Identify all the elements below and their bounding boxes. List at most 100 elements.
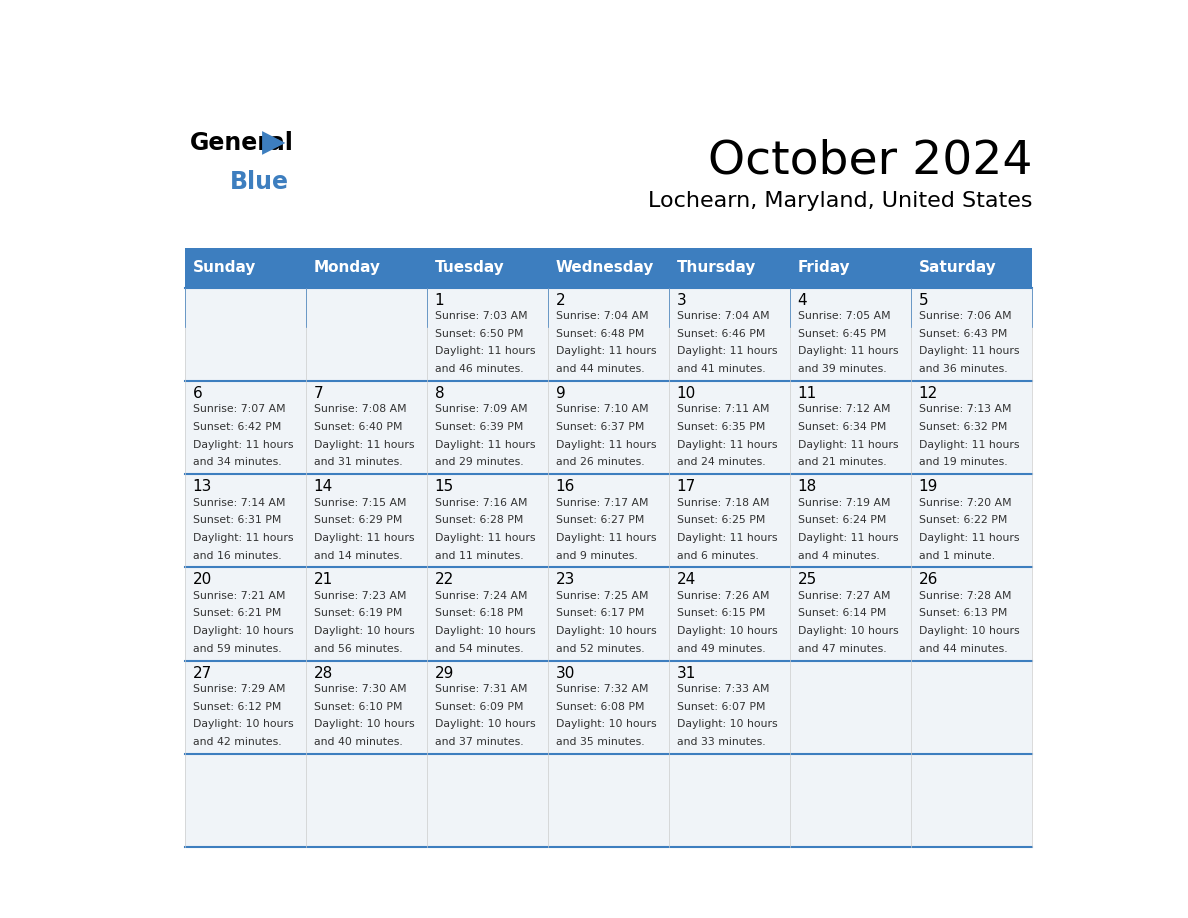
Text: Daylight: 10 hours: Daylight: 10 hours bbox=[556, 720, 656, 730]
Text: Sunrise: 7:11 AM: Sunrise: 7:11 AM bbox=[677, 404, 769, 414]
Text: 17: 17 bbox=[677, 479, 696, 494]
Text: and 29 minutes.: and 29 minutes. bbox=[435, 457, 524, 467]
Text: and 54 minutes.: and 54 minutes. bbox=[435, 644, 524, 654]
Text: Sunrise: 7:16 AM: Sunrise: 7:16 AM bbox=[435, 498, 527, 508]
Text: ▶: ▶ bbox=[261, 128, 285, 157]
Text: Sunrise: 7:06 AM: Sunrise: 7:06 AM bbox=[918, 311, 1011, 321]
Text: Sunrise: 7:21 AM: Sunrise: 7:21 AM bbox=[192, 591, 285, 600]
Text: Sunrise: 7:07 AM: Sunrise: 7:07 AM bbox=[192, 404, 285, 414]
Bar bbox=[428, 754, 549, 847]
Text: Sunrise: 7:04 AM: Sunrise: 7:04 AM bbox=[556, 311, 649, 321]
Text: Sunset: 6:18 PM: Sunset: 6:18 PM bbox=[435, 609, 523, 619]
Text: 19: 19 bbox=[918, 479, 939, 494]
Text: Sunrise: 7:12 AM: Sunrise: 7:12 AM bbox=[797, 404, 890, 414]
Text: Sunrise: 7:18 AM: Sunrise: 7:18 AM bbox=[677, 498, 769, 508]
Text: Sunset: 6:14 PM: Sunset: 6:14 PM bbox=[797, 609, 886, 619]
Text: and 40 minutes.: and 40 minutes. bbox=[314, 737, 403, 747]
Text: and 49 minutes.: and 49 minutes. bbox=[677, 644, 765, 654]
Text: Sunset: 6:19 PM: Sunset: 6:19 PM bbox=[314, 609, 402, 619]
Bar bbox=[307, 754, 428, 847]
Text: Sunrise: 7:19 AM: Sunrise: 7:19 AM bbox=[797, 498, 890, 508]
Text: and 44 minutes.: and 44 minutes. bbox=[556, 364, 644, 374]
Text: and 6 minutes.: and 6 minutes. bbox=[677, 551, 758, 561]
Bar bbox=[790, 754, 911, 847]
Text: 1: 1 bbox=[435, 293, 444, 308]
Bar bbox=[549, 248, 669, 287]
Text: 21: 21 bbox=[314, 573, 333, 588]
Bar bbox=[549, 567, 669, 661]
Bar bbox=[790, 475, 911, 567]
Text: Daylight: 10 hours: Daylight: 10 hours bbox=[918, 626, 1019, 636]
Text: 5: 5 bbox=[918, 293, 928, 308]
Text: Blue: Blue bbox=[229, 170, 289, 195]
Text: 11: 11 bbox=[797, 386, 817, 401]
Text: and 11 minutes.: and 11 minutes. bbox=[435, 551, 524, 561]
Bar bbox=[185, 287, 307, 381]
Bar bbox=[428, 475, 549, 567]
Bar bbox=[911, 754, 1032, 847]
Text: 22: 22 bbox=[435, 573, 454, 588]
Bar bbox=[185, 754, 307, 847]
Text: 12: 12 bbox=[918, 386, 939, 401]
Text: Sunrise: 7:24 AM: Sunrise: 7:24 AM bbox=[435, 591, 527, 600]
Text: Daylight: 11 hours: Daylight: 11 hours bbox=[677, 440, 777, 450]
Text: and 52 minutes.: and 52 minutes. bbox=[556, 644, 644, 654]
Bar bbox=[669, 475, 790, 567]
Text: and 46 minutes.: and 46 minutes. bbox=[435, 364, 524, 374]
Bar bbox=[185, 475, 307, 567]
Text: Daylight: 11 hours: Daylight: 11 hours bbox=[918, 532, 1019, 543]
Text: Sunset: 6:48 PM: Sunset: 6:48 PM bbox=[556, 329, 644, 339]
Text: and 4 minutes.: and 4 minutes. bbox=[797, 551, 879, 561]
Text: 23: 23 bbox=[556, 573, 575, 588]
Text: Sunset: 6:37 PM: Sunset: 6:37 PM bbox=[556, 422, 644, 431]
Text: Daylight: 11 hours: Daylight: 11 hours bbox=[918, 346, 1019, 356]
Text: Daylight: 10 hours: Daylight: 10 hours bbox=[192, 720, 293, 730]
Text: Daylight: 11 hours: Daylight: 11 hours bbox=[677, 532, 777, 543]
Bar bbox=[428, 567, 549, 661]
Bar bbox=[185, 567, 307, 661]
Text: General: General bbox=[190, 131, 293, 155]
Text: 9: 9 bbox=[556, 386, 565, 401]
Text: Sunrise: 7:08 AM: Sunrise: 7:08 AM bbox=[314, 404, 406, 414]
Text: Sunset: 6:29 PM: Sunset: 6:29 PM bbox=[314, 515, 402, 525]
Text: Daylight: 11 hours: Daylight: 11 hours bbox=[797, 346, 898, 356]
Text: Daylight: 11 hours: Daylight: 11 hours bbox=[556, 346, 656, 356]
Bar bbox=[307, 287, 428, 381]
Text: Daylight: 10 hours: Daylight: 10 hours bbox=[677, 626, 777, 636]
Text: Daylight: 11 hours: Daylight: 11 hours bbox=[677, 346, 777, 356]
Text: Thursday: Thursday bbox=[677, 261, 756, 275]
Text: Sunrise: 7:25 AM: Sunrise: 7:25 AM bbox=[556, 591, 649, 600]
Text: Sunrise: 7:28 AM: Sunrise: 7:28 AM bbox=[918, 591, 1011, 600]
Text: Wednesday: Wednesday bbox=[556, 261, 655, 275]
Text: Friday: Friday bbox=[797, 261, 851, 275]
Text: Monday: Monday bbox=[314, 261, 380, 275]
Text: Saturday: Saturday bbox=[918, 261, 997, 275]
Text: and 39 minutes.: and 39 minutes. bbox=[797, 364, 886, 374]
Text: Sunset: 6:35 PM: Sunset: 6:35 PM bbox=[677, 422, 765, 431]
Bar bbox=[911, 567, 1032, 661]
Text: and 9 minutes.: and 9 minutes. bbox=[556, 551, 638, 561]
Text: 26: 26 bbox=[918, 573, 939, 588]
Text: Daylight: 11 hours: Daylight: 11 hours bbox=[797, 532, 898, 543]
Bar bbox=[911, 381, 1032, 475]
Text: Daylight: 10 hours: Daylight: 10 hours bbox=[556, 626, 656, 636]
Text: Daylight: 10 hours: Daylight: 10 hours bbox=[435, 626, 536, 636]
Text: and 19 minutes.: and 19 minutes. bbox=[918, 457, 1007, 467]
Text: Sunrise: 7:23 AM: Sunrise: 7:23 AM bbox=[314, 591, 406, 600]
Text: Sunrise: 7:09 AM: Sunrise: 7:09 AM bbox=[435, 404, 527, 414]
Bar bbox=[669, 287, 790, 381]
Text: Sunrise: 7:15 AM: Sunrise: 7:15 AM bbox=[314, 498, 406, 508]
Text: 24: 24 bbox=[677, 573, 696, 588]
Text: Tuesday: Tuesday bbox=[435, 261, 505, 275]
Text: Sunset: 6:08 PM: Sunset: 6:08 PM bbox=[556, 701, 644, 711]
Text: Daylight: 11 hours: Daylight: 11 hours bbox=[556, 440, 656, 450]
Text: Daylight: 11 hours: Daylight: 11 hours bbox=[192, 532, 293, 543]
Text: Sunset: 6:34 PM: Sunset: 6:34 PM bbox=[797, 422, 886, 431]
Text: and 24 minutes.: and 24 minutes. bbox=[677, 457, 765, 467]
Bar bbox=[790, 661, 911, 754]
Bar bbox=[549, 475, 669, 567]
Bar bbox=[669, 754, 790, 847]
Bar bbox=[428, 381, 549, 475]
Text: Sunset: 6:07 PM: Sunset: 6:07 PM bbox=[677, 701, 765, 711]
Bar bbox=[790, 381, 911, 475]
